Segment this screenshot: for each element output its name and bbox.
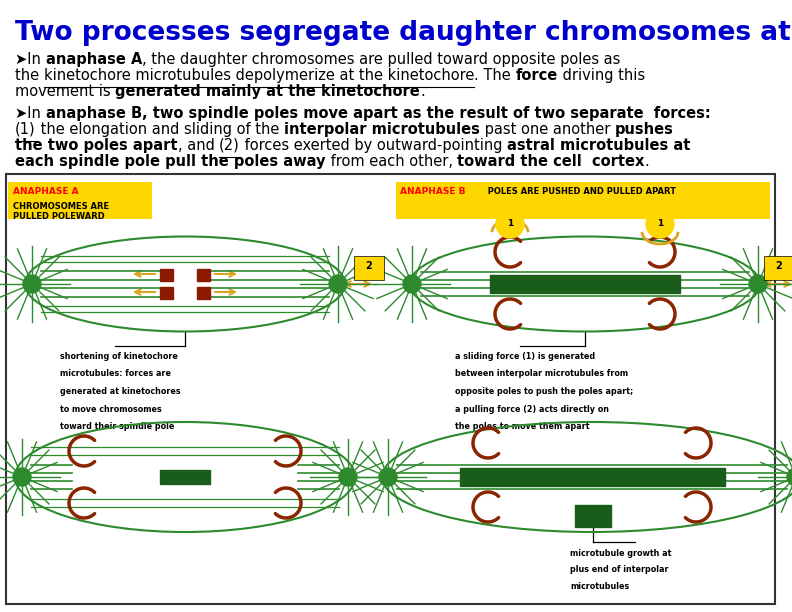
Text: the elongation and sliding of the: the elongation and sliding of the [36, 122, 284, 137]
Text: pushes: pushes [615, 122, 673, 137]
Text: .: . [420, 84, 425, 99]
Text: kinetochore microtubules depolymerize at the kinetochore: kinetochore microtubules depolymerize at… [44, 68, 474, 83]
Bar [460, 468, 725, 486]
FancyBboxPatch shape [6, 174, 775, 604]
Bar [197, 269, 210, 281]
Text: microtubules: forces are: microtubules: forces are [60, 370, 171, 378]
Text: ➤In: ➤In [15, 106, 45, 121]
Text: opposite poles to push the poles apart;: opposite poles to push the poles apart; [455, 387, 634, 396]
Text: (1): (1) [15, 122, 36, 137]
Circle shape [329, 275, 347, 293]
Text: microtubules: microtubules [570, 582, 630, 591]
Text: Two processes segregate daughter chromosomes at  anaphase: Two processes segregate daughter chromos… [15, 20, 792, 46]
Text: a sliding force (1) is generated: a sliding force (1) is generated [455, 352, 595, 361]
Circle shape [379, 468, 397, 486]
Text: anaphase A: anaphase A [45, 52, 142, 67]
Text: forces exerted by outward-pointing: forces exerted by outward-pointing [240, 138, 507, 153]
Text: the: the [15, 68, 44, 83]
Text: the two poles apart: the two poles apart [15, 138, 177, 153]
Text: anaphase B: anaphase B [45, 106, 142, 121]
Circle shape [403, 275, 421, 293]
Text: astral microtubules at: astral microtubules at [507, 138, 691, 153]
Text: from each other,: from each other, [326, 154, 457, 169]
Text: force: force [516, 68, 558, 83]
Text: .: . [645, 154, 649, 169]
Bar [160, 470, 210, 484]
Text: , two spindle poles move apart as the result of two separate  forces:: , two spindle poles move apart as the re… [142, 106, 710, 121]
FancyBboxPatch shape [354, 256, 384, 280]
Text: generated mainly at the kinetochore: generated mainly at the kinetochore [116, 84, 420, 99]
Circle shape [339, 468, 357, 486]
Text: microtubule growth at: microtubule growth at [570, 549, 672, 558]
Text: ➤In: ➤In [15, 52, 45, 67]
Circle shape [749, 275, 767, 293]
Bar [160, 287, 173, 299]
Circle shape [646, 210, 674, 238]
Bar [490, 275, 680, 293]
Text: 1: 1 [657, 218, 663, 228]
FancyBboxPatch shape [8, 182, 152, 219]
Text: (2): (2) [219, 138, 240, 153]
Text: CHROMOSOMES ARE
PULLED POLEWARD: CHROMOSOMES ARE PULLED POLEWARD [13, 202, 109, 222]
Text: shortening of kinetochore: shortening of kinetochore [60, 352, 178, 361]
Text: past one another: past one another [479, 122, 615, 137]
Text: driving this: driving this [558, 68, 645, 83]
Text: 2: 2 [775, 261, 782, 271]
Text: . The: . The [474, 68, 516, 83]
Text: 2: 2 [366, 261, 372, 271]
Text: POLES ARE PUSHED AND PULLED APART: POLES ARE PUSHED AND PULLED APART [482, 187, 676, 196]
Circle shape [496, 210, 524, 238]
Text: , the daughter chromosomes are pulled toward opposite poles: , the daughter chromosomes are pulled to… [142, 52, 599, 67]
Text: ANAPHASE B: ANAPHASE B [400, 187, 466, 196]
Text: a pulling force (2) acts directly on: a pulling force (2) acts directly on [455, 405, 609, 414]
Text: between interpolar microtubules from: between interpolar microtubules from [455, 370, 628, 378]
Text: 1: 1 [507, 218, 513, 228]
Text: toward the cell  cortex: toward the cell cortex [457, 154, 645, 169]
Text: movement is: movement is [15, 84, 116, 99]
Circle shape [23, 275, 41, 293]
Circle shape [13, 468, 31, 486]
Text: as: as [599, 52, 620, 67]
Text: each spindle pole pull the poles away: each spindle pole pull the poles away [15, 154, 326, 169]
Text: to move chromosomes: to move chromosomes [60, 405, 162, 414]
Text: ANAPHASE A: ANAPHASE A [13, 187, 78, 196]
FancyBboxPatch shape [396, 182, 770, 219]
Text: , and: , and [177, 138, 219, 153]
Circle shape [787, 468, 792, 486]
Bar [160, 269, 173, 281]
Text: toward their spindle pole: toward their spindle pole [60, 422, 174, 431]
Bar [197, 287, 210, 299]
Text: plus end of interpolar: plus end of interpolar [570, 565, 668, 575]
Text: interpolar microtubules: interpolar microtubules [284, 122, 479, 137]
Bar [575, 505, 611, 527]
FancyBboxPatch shape [764, 256, 792, 280]
Text: generated at kinetochores: generated at kinetochores [60, 387, 181, 396]
Text: the poles to move them apart: the poles to move them apart [455, 422, 589, 431]
